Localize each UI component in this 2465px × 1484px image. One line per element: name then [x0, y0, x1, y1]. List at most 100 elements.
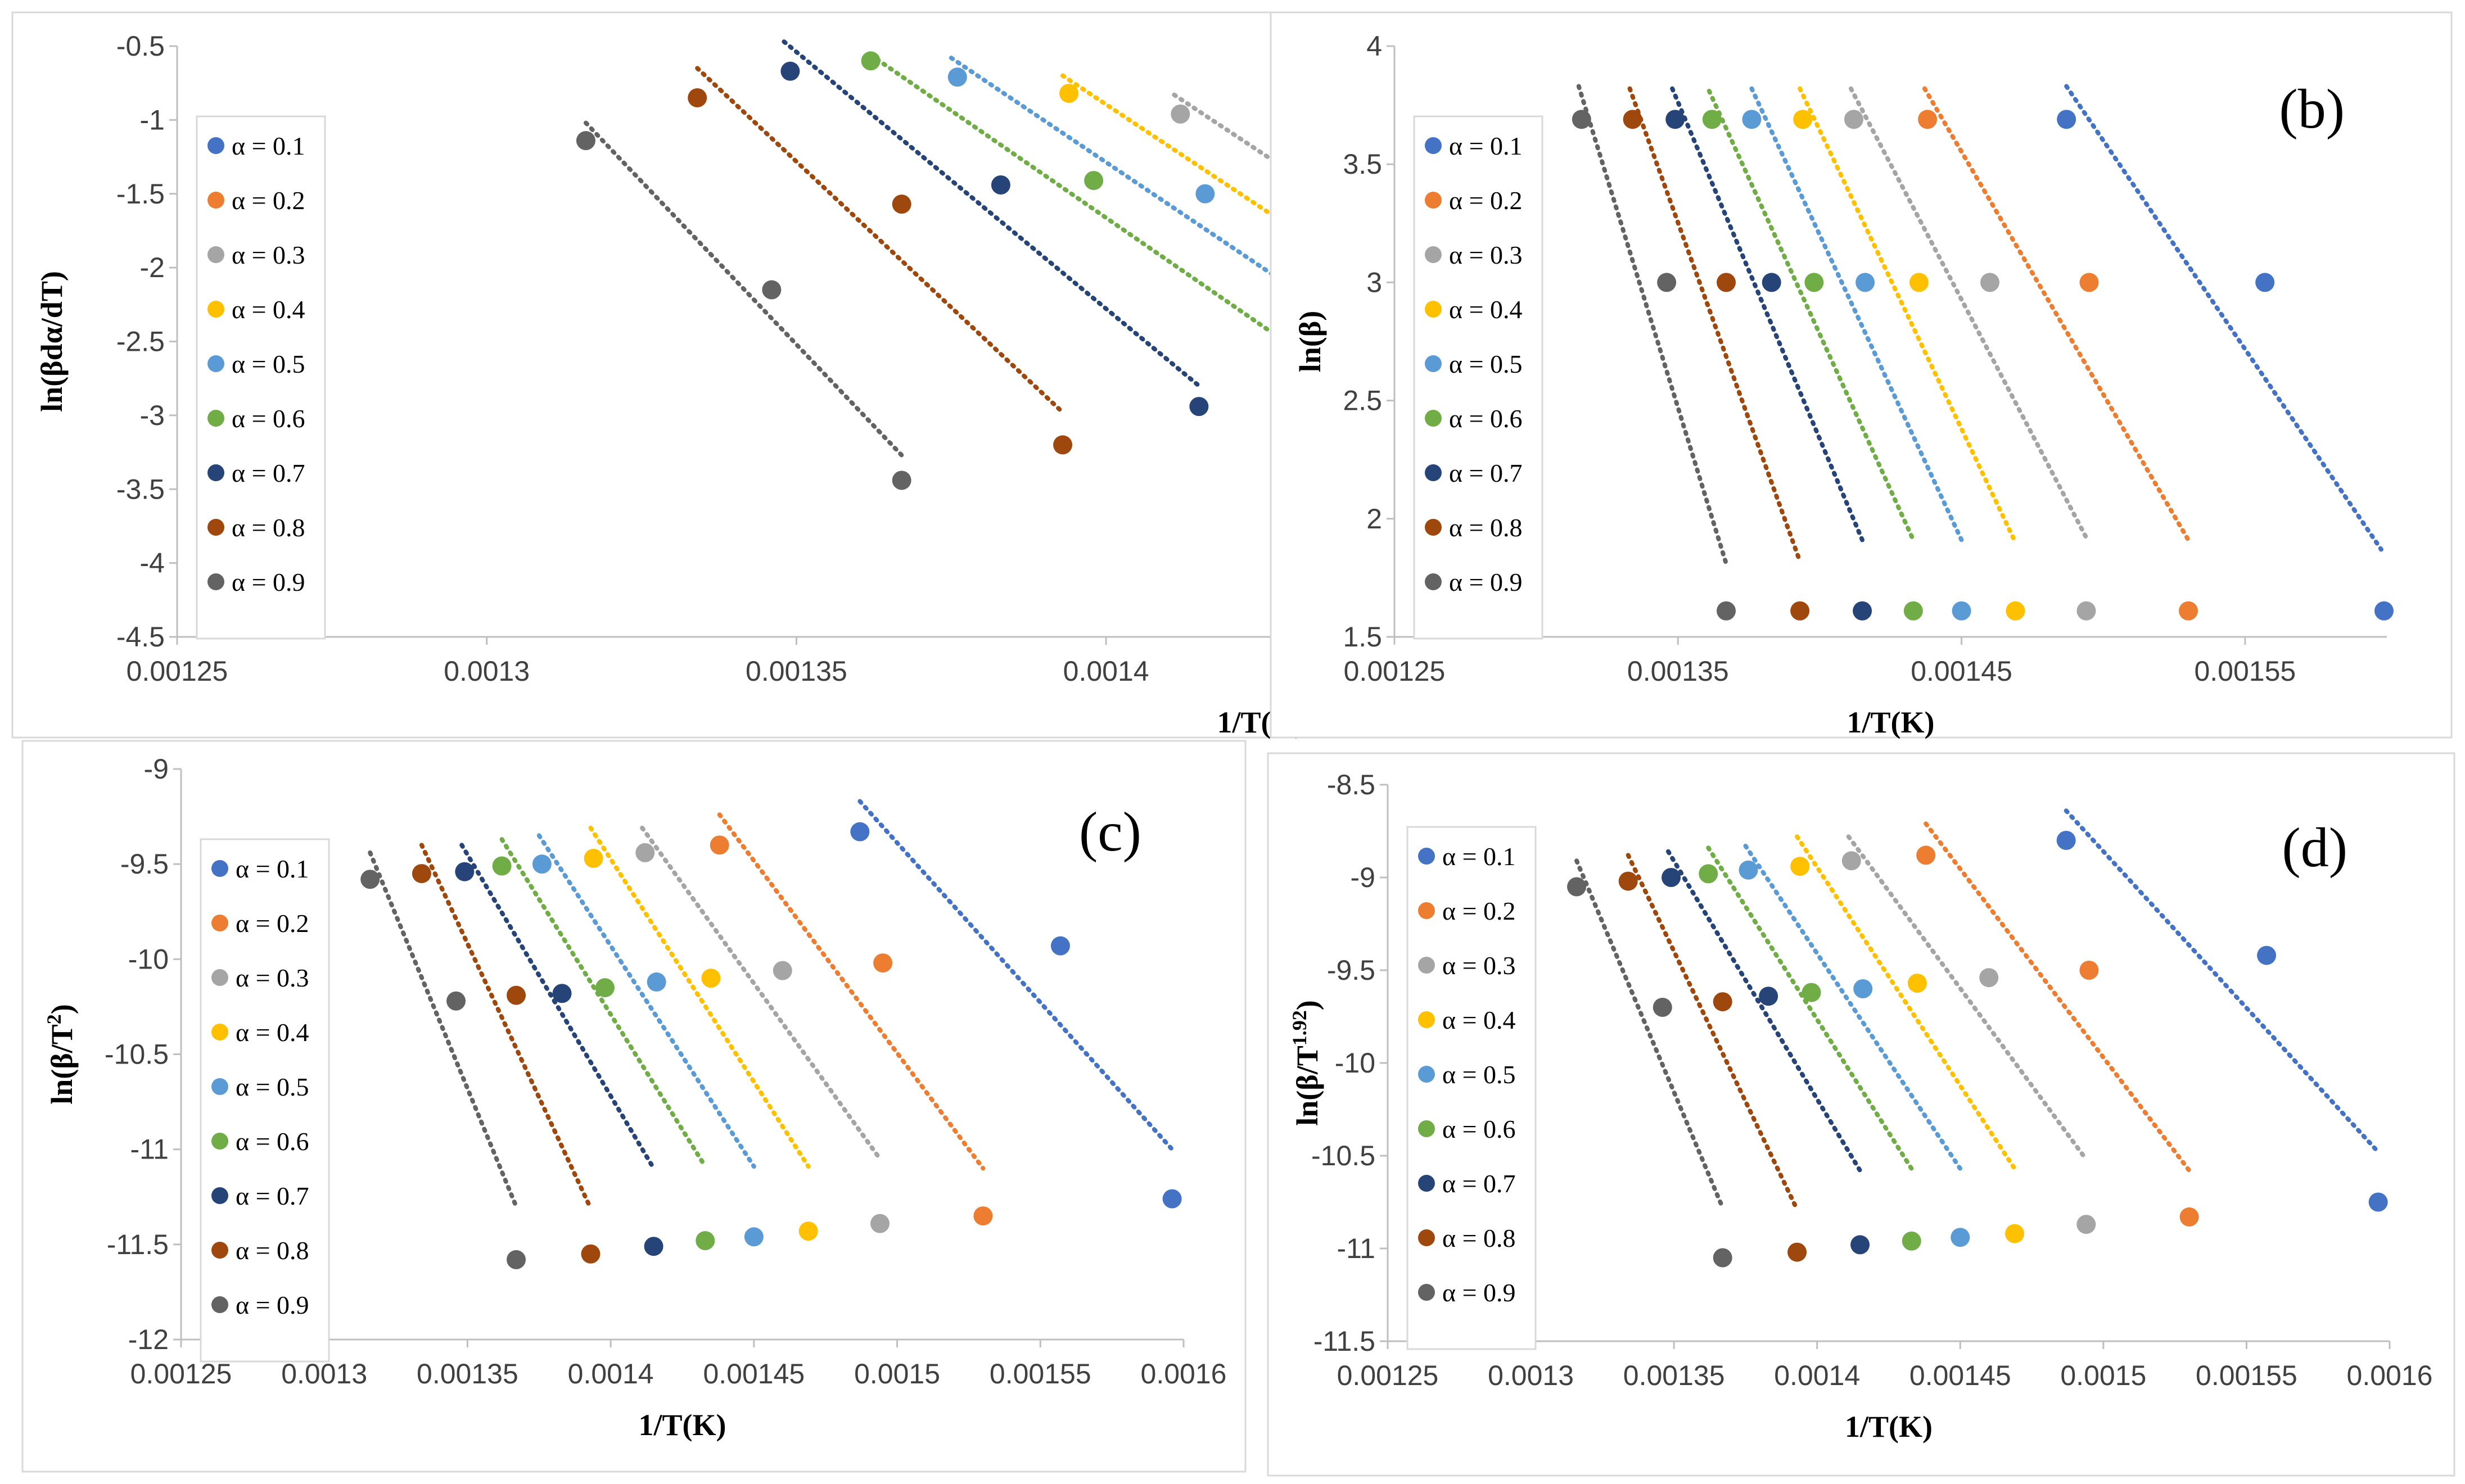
data-point — [1902, 1231, 1921, 1251]
y-axis-title: ln(βdα/dT) — [35, 271, 69, 412]
y-tick-label: -10.5 — [105, 1039, 169, 1070]
data-point — [1952, 601, 1971, 621]
trendline — [1574, 858, 1725, 1210]
trendline — [695, 66, 1066, 415]
trendline — [1665, 849, 1863, 1173]
data-point — [773, 961, 792, 980]
series-8 — [412, 843, 601, 1264]
x-tick-label: 0.00135 — [746, 655, 847, 687]
x-tick-label: 0.00145 — [703, 1358, 805, 1390]
legend-marker — [1418, 957, 1435, 974]
legend-label: α = 0.7 — [232, 459, 305, 487]
legend-marker — [211, 1078, 228, 1095]
data-point — [1841, 851, 1861, 871]
trendline — [1924, 821, 2192, 1173]
legend-marker — [1425, 301, 1442, 318]
legend-label: α = 0.2 — [232, 186, 305, 215]
legend-label: α = 0.6 — [1449, 404, 1523, 433]
data-point — [635, 843, 655, 862]
y-tick-label: 2.5 — [1343, 385, 1382, 417]
data-point — [446, 991, 466, 1011]
x-tick-label: 0.0013 — [1488, 1360, 1574, 1391]
legend-marker — [1418, 902, 1435, 919]
data-point — [1903, 601, 1923, 621]
legend-marker — [1425, 246, 1442, 263]
data-point — [1790, 857, 1810, 876]
data-point — [2076, 601, 2096, 621]
legend-marker — [207, 355, 224, 372]
series-9 — [1572, 84, 1736, 621]
data-point — [1804, 273, 1824, 292]
legend-label: α = 0.1 — [1449, 132, 1523, 160]
legend-label: α = 0.3 — [236, 963, 309, 992]
data-point — [1662, 868, 1681, 887]
legend-label: α = 0.5 — [232, 350, 305, 378]
legend-marker — [211, 1024, 228, 1040]
data-point — [2368, 1192, 2388, 1212]
data-point — [581, 1244, 601, 1264]
data-point — [1162, 1189, 1182, 1209]
y-tick-label: -10 — [128, 943, 169, 975]
legend-marker — [1418, 848, 1435, 865]
legend: α = 0.1 α = 0.2 α = 0.3 α = 0.4 α = 0.5 α = 0… — [196, 115, 326, 640]
legend-marker — [1418, 1229, 1435, 1246]
data-point — [744, 1227, 764, 1247]
legend-label: α = 0.7 — [1442, 1169, 1516, 1198]
trendline — [1846, 834, 2089, 1162]
trendline — [1848, 86, 2089, 540]
legend-label: α = 0.3 — [1442, 951, 1516, 980]
x-tick-label: 0.00145 — [1909, 1360, 2011, 1391]
x-tick-label: 0.00145 — [1911, 655, 2012, 687]
legend-marker — [211, 1133, 228, 1150]
data-point — [1717, 601, 1736, 621]
data-point — [1802, 983, 1821, 1002]
trendline — [2064, 808, 2381, 1155]
data-point — [1790, 601, 1810, 621]
y-tick-label: -3 — [140, 400, 165, 431]
y-tick-label: -2 — [140, 252, 165, 283]
x-tick-label: 0.00155 — [2196, 1360, 2297, 1391]
legend-marker — [1425, 519, 1442, 536]
legend: α = 0.1 α = 0.2 α = 0.3 α = 0.4 α = 0.5 α = 0… — [1406, 826, 1537, 1350]
legend-marker — [207, 301, 224, 318]
trendline — [1626, 853, 1800, 1212]
data-point — [1653, 998, 1672, 1017]
legend-marker — [1425, 137, 1442, 154]
y-tick-label: -11 — [1337, 1233, 1375, 1264]
series-3 — [1844, 86, 2096, 621]
legend-marker — [211, 1242, 228, 1259]
legend-marker — [207, 410, 224, 427]
legend-label: α = 0.9 — [236, 1291, 309, 1319]
trendline — [1795, 834, 2017, 1171]
trendline — [1922, 86, 2191, 542]
series-3 — [1841, 834, 2096, 1234]
data-point — [1572, 110, 1591, 129]
data-point — [2079, 961, 2099, 980]
legend-marker — [1418, 1066, 1435, 1083]
y-tick-label: -9 — [144, 753, 169, 785]
y-tick-label: -9 — [1351, 862, 1375, 893]
data-point — [1623, 110, 1642, 129]
data-point — [1907, 974, 1927, 993]
data-point — [1084, 171, 1104, 191]
legend-marker — [207, 464, 224, 481]
y-tick-label: -10 — [1335, 1047, 1375, 1079]
y-tick-label: -4 — [140, 548, 165, 579]
x-tick-label: 0.00135 — [1627, 655, 1729, 687]
series-5 — [1739, 843, 1970, 1247]
data-point — [762, 280, 782, 300]
data-point — [701, 969, 721, 988]
y-axis-title: ln(β/T2) — [43, 1004, 79, 1104]
data-point — [1717, 273, 1736, 292]
data-point — [798, 1221, 818, 1241]
series-7 — [1665, 86, 1872, 621]
legend-label: α = 0.7 — [1449, 459, 1523, 487]
legend-label: α = 0.4 — [232, 295, 305, 324]
legend-label: α = 0.9 — [1442, 1278, 1516, 1307]
legend-marker — [207, 519, 224, 536]
y-tick-label: -11 — [130, 1134, 169, 1165]
series-7 — [1662, 849, 1870, 1255]
x-tick-label: 0.00125 — [127, 655, 228, 687]
x-tick-label: 0.0013 — [281, 1358, 367, 1390]
legend-label: α = 0.3 — [1449, 241, 1523, 269]
